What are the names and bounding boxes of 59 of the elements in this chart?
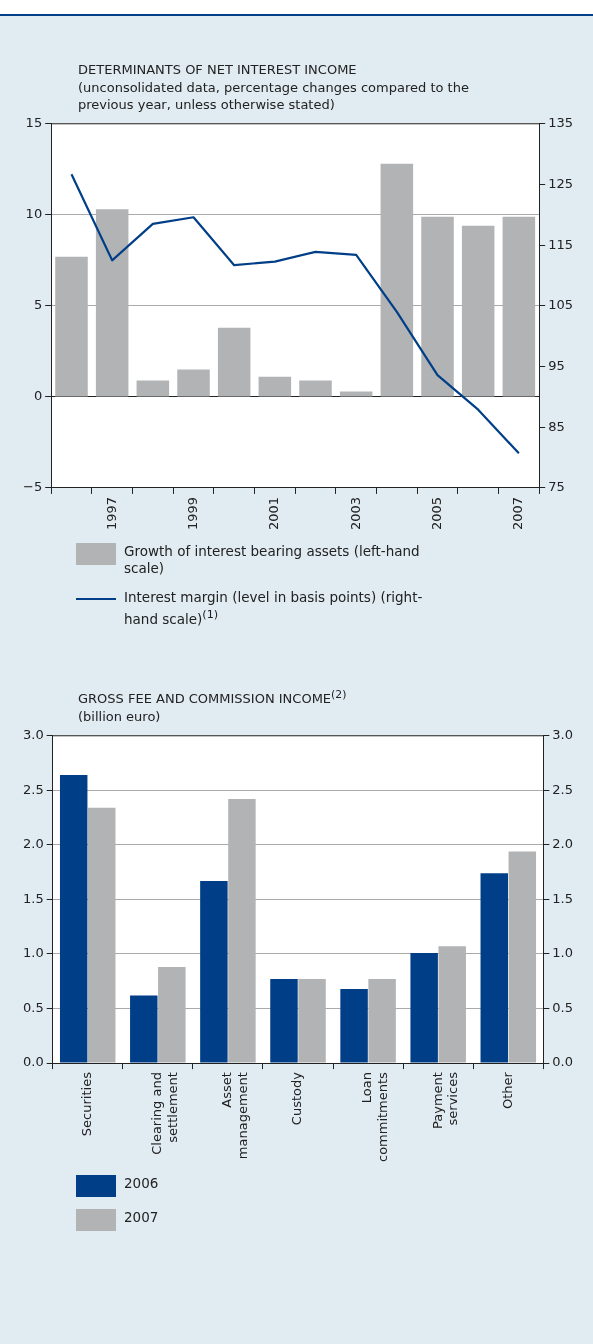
- x-tick-label: 1997: [103, 496, 119, 531]
- x-tick-label: 2001: [266, 496, 282, 531]
- x-tick-label: 2007: [510, 496, 526, 531]
- y2-tick-label: 2.5: [552, 781, 574, 797]
- bar: [136, 380, 170, 397]
- x-tick-label: 2005: [428, 496, 444, 531]
- y2-tick-label: 125: [548, 175, 574, 191]
- y2-tick-label: 105: [548, 297, 574, 313]
- y2-tick-label: 75: [548, 479, 565, 495]
- y-tick-label: 2.0: [22, 836, 44, 852]
- y-tick-label: 1.0: [22, 945, 44, 961]
- y2-tick-label: 95: [548, 357, 565, 373]
- chart-title: GROSS FEE AND COMMISSION INCOME$^{(2)}$: [78, 687, 348, 706]
- x-tick-label: Loan commitments: [359, 1071, 391, 1162]
- bar: [130, 995, 158, 1063]
- legend-label: 2006: [124, 1174, 160, 1192]
- y2-tick-label: 2.0: [552, 836, 574, 852]
- y2-tick-label: 135: [548, 115, 574, 131]
- bar: [480, 873, 508, 1063]
- chart-title: DETERMINANTS OF NET INTEREST INCOME: [78, 62, 358, 77]
- chart-subtitle: (unconsolidated data, percentage changes compared to the previous year, unless otherwise stated): [78, 79, 470, 113]
- y-tick-label: 3.0: [22, 727, 44, 742]
- y-tick-label: 0.0: [22, 1054, 44, 1070]
- y-tick-label: 0.5: [22, 999, 44, 1015]
- bar: [59, 774, 88, 1063]
- bar: [177, 369, 210, 397]
- y-tick-label: 10: [25, 206, 43, 222]
- bar: [339, 391, 373, 397]
- x-tick-label: Securities: [79, 1071, 95, 1136]
- x-tick-label: Custody: [289, 1071, 305, 1126]
- legend-label: Growth of interest bearing assets (left-hand scale): [124, 543, 421, 577]
- legend-label: 2007: [124, 1208, 160, 1226]
- x-tick-label: Other: [499, 1071, 515, 1109]
- y-tick-label: 2.5: [22, 781, 44, 797]
- legend-label: Interest margin (level in basis points) (right-hand scale)$^{(1)}$: [124, 589, 424, 628]
- y-tick-label: −5: [22, 479, 43, 495]
- bar: [200, 880, 228, 1063]
- y-tick-label: 5: [33, 297, 43, 313]
- bar: [299, 380, 332, 397]
- y2-tick-label: 1.0: [552, 945, 574, 961]
- y2-tick-label: 85: [548, 418, 565, 434]
- y-tick-label: 0: [33, 388, 43, 404]
- bar: [258, 376, 292, 397]
- chart-subtitle: (billion euro): [78, 707, 162, 725]
- bar: [270, 978, 298, 1063]
- y2-tick-label: 0.0: [552, 1054, 574, 1070]
- x-tick-label: Clearing and settlement: [149, 1071, 180, 1155]
- x-tick-label: 2003: [347, 496, 363, 531]
- x-tick-label: Payment services: [429, 1071, 461, 1129]
- bar: [410, 952, 438, 1063]
- bar: [217, 327, 251, 397]
- y-tick-label: 15: [25, 115, 43, 131]
- y-tick-label: 1.5: [22, 890, 44, 906]
- y2-tick-label: 1.5: [552, 890, 574, 906]
- x-tick-label: 1999: [184, 496, 200, 531]
- y2-tick-label: 3.0: [552, 727, 574, 742]
- y2-tick-label: 0.5: [552, 999, 574, 1015]
- bar: [340, 988, 368, 1063]
- y2-tick-label: 115: [548, 236, 574, 252]
